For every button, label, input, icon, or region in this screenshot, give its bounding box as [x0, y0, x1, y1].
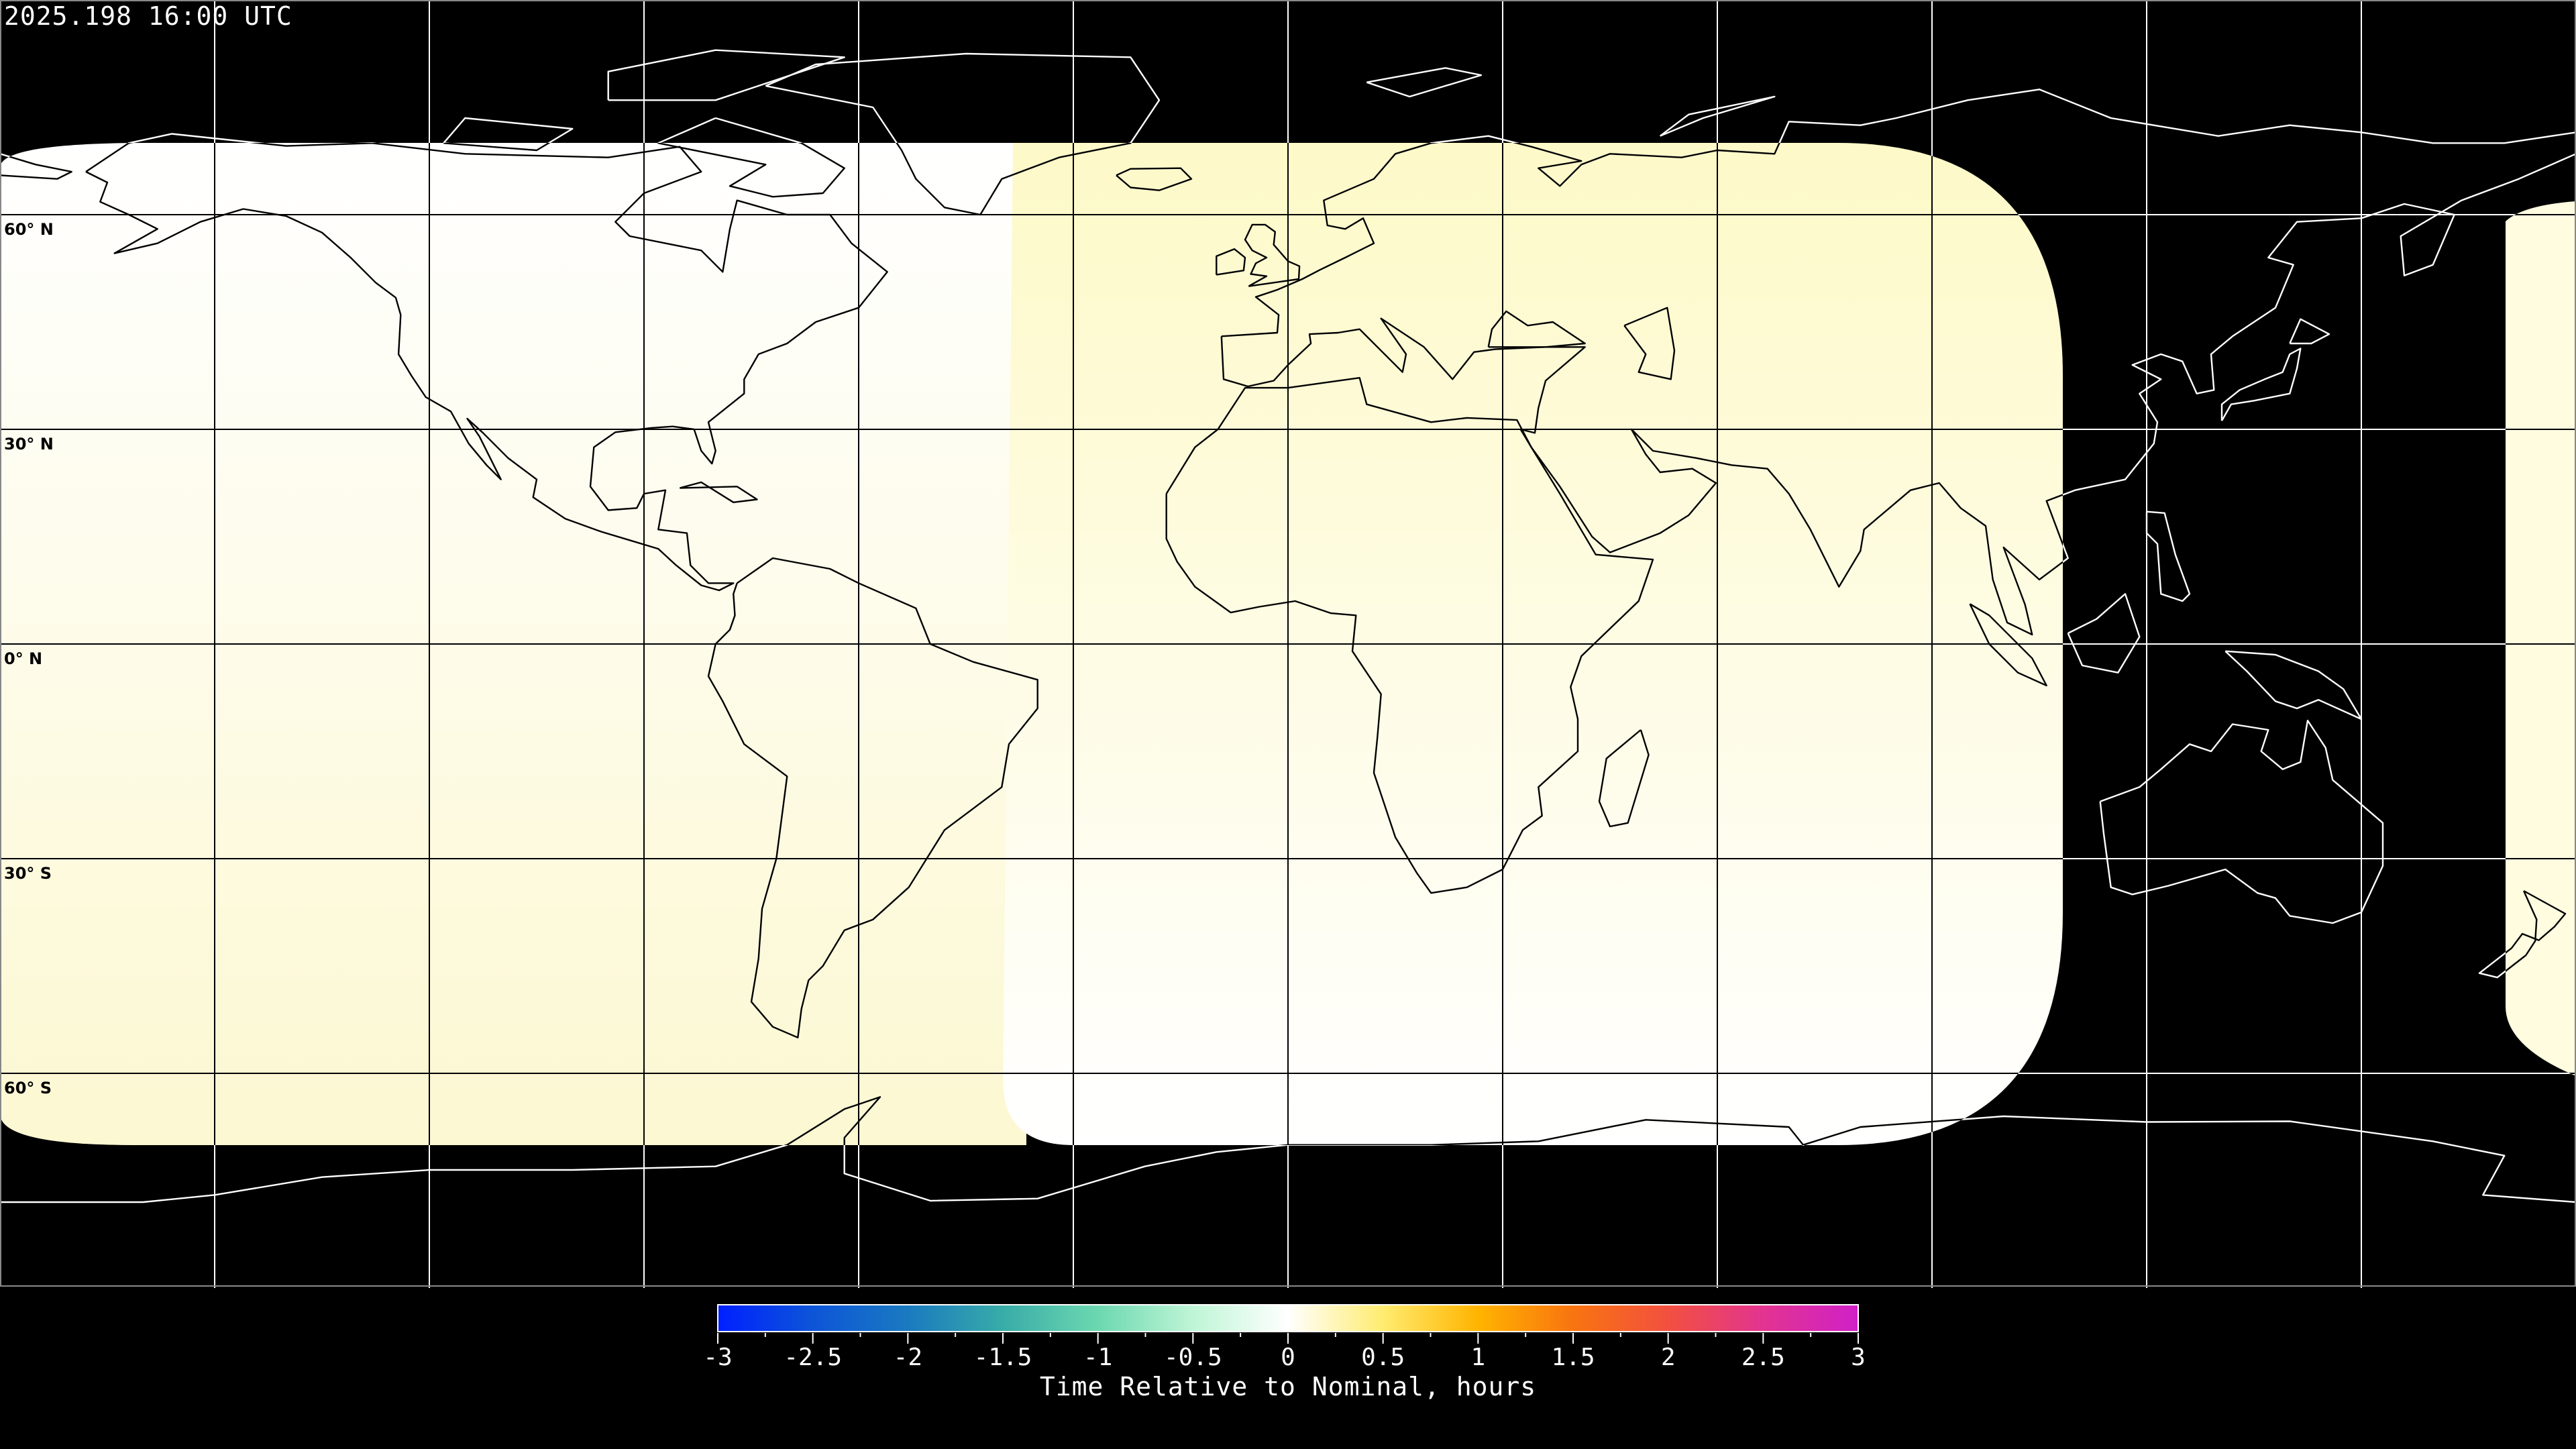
colorbar-tick-label: 0 [1281, 1344, 1295, 1371]
coastline-japan [2220, 347, 2302, 421]
map-frame [0, 0, 2576, 1287]
map-canvas [0, 0, 2576, 1288]
colorbar-tick-label: -3 [703, 1344, 732, 1371]
coastline-africa [1165, 377, 1654, 894]
colorbar-tick-label: 2 [1661, 1344, 1676, 1371]
coastline-sumatra [1969, 603, 2047, 687]
colorbar-tick-label: 3 [1851, 1344, 1866, 1371]
lat-label-0: 0° N [4, 649, 43, 668]
colorbar-tick-label: -1.5 [974, 1344, 1032, 1371]
colorbar-label: Time Relative to Nominal, hours [1039, 1372, 1537, 1401]
coastline-black-sea [1487, 310, 1586, 348]
coastline-greenland [765, 143, 1161, 216]
coastline-australia [2099, 719, 2384, 924]
coastline-svalbard [1366, 67, 1483, 98]
lat-label-30s: 30° S [4, 864, 52, 883]
coastline-north-america [85, 143, 888, 592]
coastline-caspian [1623, 307, 1676, 380]
coastline-borneo [2067, 593, 2141, 674]
colorbar-tick-label: -2 [894, 1344, 922, 1371]
coverage-east [2506, 201, 2576, 1076]
colorbar-gradient [717, 1304, 1859, 1332]
coastline-south-america [707, 557, 1038, 1038]
coastline-philippines [2145, 511, 2191, 602]
coastline-antarctica [0, 1095, 2576, 1203]
colorbar-tick-label: -2.5 [784, 1344, 842, 1371]
coastline-eurasia-north [1221, 143, 2576, 337]
colorbar-tick-label: 1.5 [1551, 1344, 1595, 1371]
lat-label-60n: 60° N [4, 220, 54, 239]
coastline-iceland [1116, 167, 1193, 191]
coastline-hokkaido [2289, 318, 2330, 345]
colorbar-tick-label: 1 [1470, 1344, 1485, 1371]
colorbar-tick-label: 2.5 [1741, 1344, 1785, 1371]
colorbar-tick-label: 0.5 [1361, 1344, 1405, 1371]
coastline-ellesmere [607, 49, 845, 101]
lat-label-60s: 60° S [4, 1079, 52, 1097]
colorbar-tick-label: -1 [1083, 1344, 1112, 1371]
coastline-victoria [443, 143, 574, 152]
coastline-novaya-zemlya [1659, 95, 1776, 137]
coastline-ireland [1216, 248, 1246, 276]
colorbar-tick-label: -0.5 [1164, 1344, 1222, 1371]
coastline-cuba [679, 481, 758, 503]
coastline-great-britain [1244, 223, 1301, 287]
timestamp-title: 2025.198 16:00 UTC [4, 1, 292, 31]
coastline-new-guinea [2224, 650, 2363, 720]
coastline-madagascar [1598, 729, 1650, 828]
colorbar-ticks: -3 -2.5 -2 -1.5 -1 -0.5 0 0.5 1 1.5 2 2.5 3 [703, 1333, 1866, 1371]
coastline-chukotka [0, 153, 72, 180]
coastline-baffin [657, 143, 845, 198]
lat-label-30n: 30° N [4, 435, 54, 453]
